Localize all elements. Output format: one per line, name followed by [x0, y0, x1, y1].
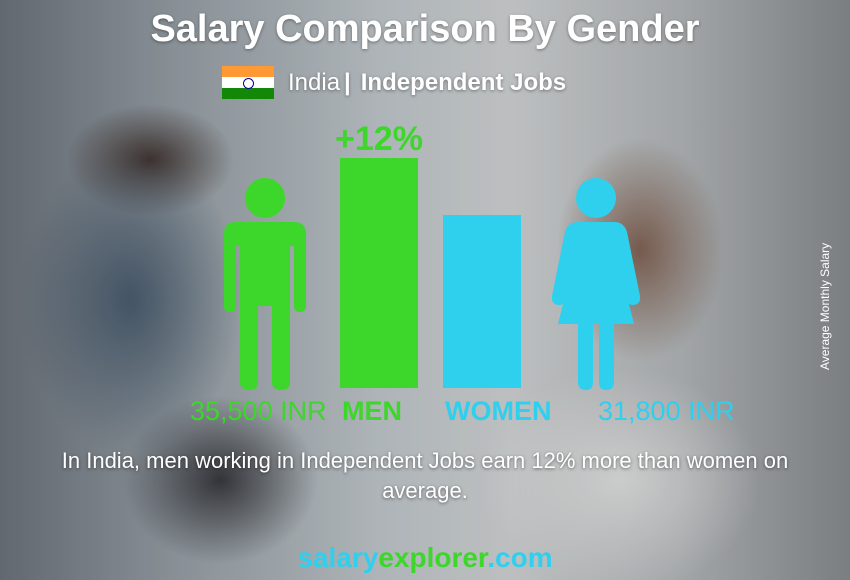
bar-men — [340, 157, 418, 388]
brand-part-salary: salary — [297, 542, 379, 573]
men-label: MEN — [342, 396, 402, 426]
page-title: Salary Comparison By Gender — [150, 8, 700, 50]
difference-label: +12% — [335, 120, 423, 158]
india-flag-icon — [222, 66, 274, 99]
brand-part-com: .com — [487, 542, 553, 573]
men-salary: 35,500 INR — [190, 396, 327, 426]
country: India — [288, 68, 341, 96]
y-axis-label: Average Monthly Salary — [818, 242, 832, 370]
women-salary: 31,800 INR — [598, 396, 735, 426]
job-category: Independent Jobs — [360, 68, 567, 96]
bar-women — [443, 214, 521, 388]
brand-logo[interactable]: salaryexplorer.com — [0, 542, 850, 574]
description: In India, men working in Independent Job… — [61, 448, 789, 503]
woman-icon — [551, 178, 641, 390]
man-icon — [224, 178, 306, 390]
separator: | — [344, 68, 351, 96]
brand-part-explorer: explorer — [378, 542, 488, 573]
women-label: WOMEN — [445, 396, 552, 426]
subtitle: India | Independent Jobs — [222, 66, 566, 99]
